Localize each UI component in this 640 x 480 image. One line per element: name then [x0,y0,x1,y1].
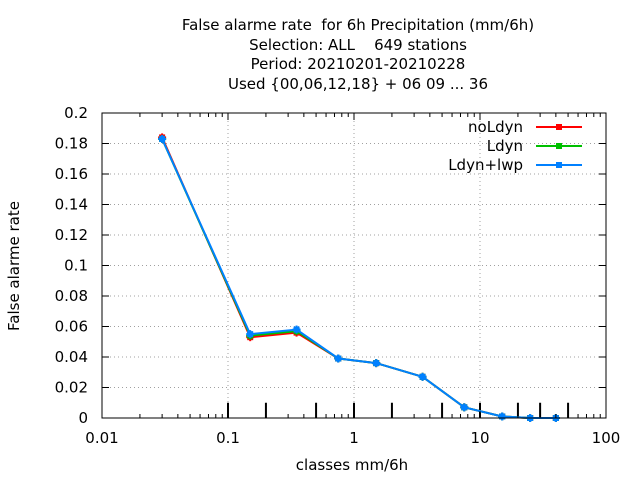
legend-marker [556,162,562,168]
title-line-3: Period: 20210201-20210228 [250,55,466,73]
y-tick-label: 0.06 [55,318,88,336]
y-axis-label: False alarme rate [5,201,23,331]
series-line-ldyn-lwp [161,138,556,419]
title-line-1: False alarme rate for 6h Precipitation (… [181,16,535,34]
y-tick-label: 0.12 [55,226,88,244]
class-marks [227,402,570,418]
y-tick-label: 0 [78,409,88,427]
y-tick-label: 0.02 [55,379,88,397]
legend-label: Ldyn [487,137,523,155]
series-layer [158,133,560,422]
x-axis-label: classes mm/6h [296,456,408,474]
y-tick-label: 0.18 [55,135,88,153]
legend-marker [556,124,562,130]
x-tick-label: 0.1 [216,429,240,447]
chart-title: False alarme rate for 6h Precipitation (… [0,16,640,94]
title-line-4: Used {00,06,12,18} + 06 09 ... 36 [227,74,489,93]
y-tick-label: 0.14 [55,196,88,214]
title-line-2: Selection: ALL 649 stations [249,35,467,54]
x-tick-label: 0.01 [85,429,118,447]
legend-marker [556,143,562,149]
x-tick-label: 1 [349,429,359,447]
series-line-noldyn [161,136,556,419]
axes: 0 0.02 0.04 0.06 0.08 0.1 0.12 0.14 0.16 0.18 0.2 0… [55,104,621,447]
x-tick-label: 100 [592,429,621,447]
y-tick-label: 0.1 [64,257,88,275]
x-tick-label: 10 [470,429,489,447]
series-line-ldyn [161,138,556,419]
legend-label: Ldyn+lwp [448,156,523,174]
y-tick-label: 0.2 [64,104,88,122]
grid [102,113,606,418]
y-tick-label: 0.04 [55,348,88,366]
y-tick-label: 0.08 [55,287,88,305]
legend-label: noLdyn [468,118,523,136]
y-tick-label: 0.16 [55,165,88,183]
